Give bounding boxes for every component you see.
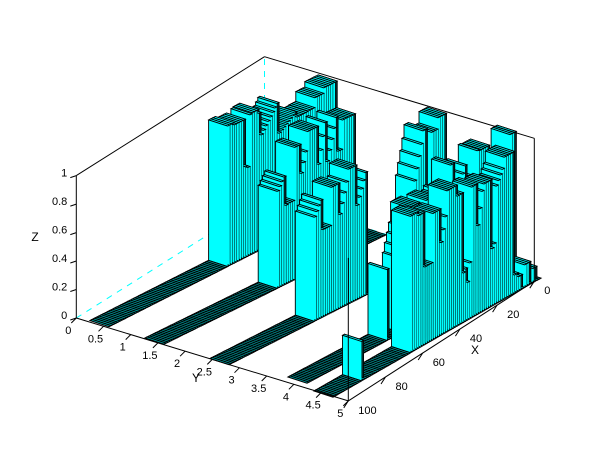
svg-text:3: 3 [228,375,234,387]
svg-text:0.2: 0.2 [52,282,67,294]
svg-text:1.5: 1.5 [142,350,157,362]
svg-text:Z: Z [31,230,38,244]
svg-text:2: 2 [174,358,180,370]
svg-text:80: 80 [396,381,408,393]
svg-text:20: 20 [507,309,519,321]
svg-text:4: 4 [283,391,289,403]
svg-text:0.6: 0.6 [52,225,67,237]
svg-text:4.5: 4.5 [305,400,320,412]
svg-text:0.8: 0.8 [52,196,67,208]
svg-text:0: 0 [65,325,71,337]
svg-text:Y: Y [192,371,200,385]
svg-text:2.5: 2.5 [197,366,212,378]
svg-text:1: 1 [61,168,67,180]
svg-text:0: 0 [544,285,550,297]
svg-text:60: 60 [433,357,445,369]
svg-text:X: X [471,343,479,357]
svg-text:0.5: 0.5 [88,333,103,345]
svg-text:0: 0 [61,310,67,322]
svg-text:5: 5 [337,408,343,420]
svg-text:3.5: 3.5 [251,383,266,395]
svg-text:1: 1 [120,342,126,354]
svg-text:0.4: 0.4 [52,253,67,265]
svg-text:100: 100 [358,405,376,417]
svg-text:40: 40 [470,333,482,345]
